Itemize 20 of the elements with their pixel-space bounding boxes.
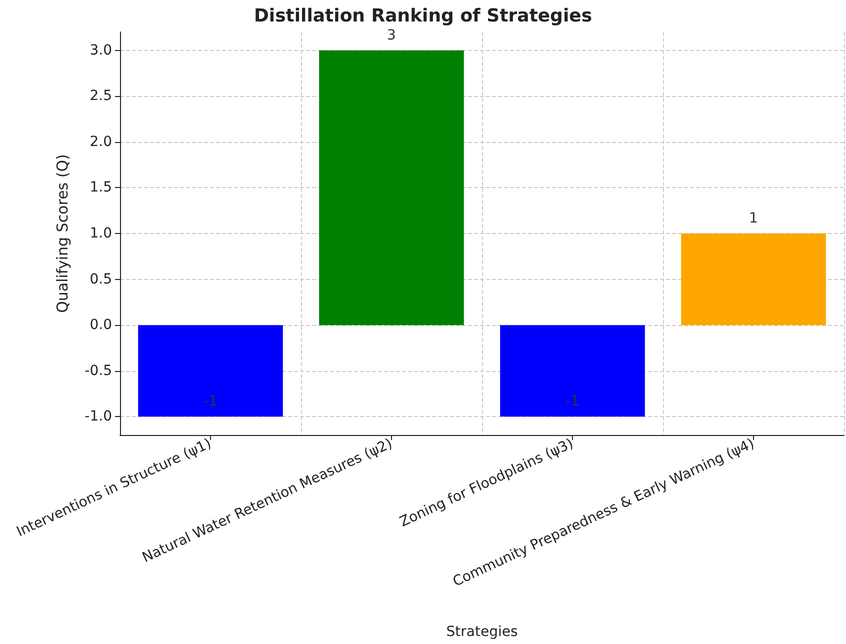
y-tick-label: 1.0	[90, 226, 112, 242]
y-tick-label: 0.0	[90, 317, 112, 334]
data-label: -1	[566, 394, 580, 410]
bar	[319, 50, 464, 326]
y-tick-label: 1.5	[90, 180, 112, 196]
bar	[138, 325, 283, 417]
y-axis-title: Qualifying Scores (Q)	[54, 154, 72, 313]
data-label: -1	[204, 394, 218, 410]
data-label: 3	[387, 27, 396, 44]
y-tick-label: 3.0	[90, 42, 112, 58]
y-tick-label: 2.5	[90, 88, 112, 104]
y-tick-label: -0.5	[84, 362, 112, 379]
bar	[500, 325, 645, 417]
y-tick-label: 0.5	[90, 271, 112, 288]
y-tick-label: 2.0	[90, 134, 112, 150]
y-tick-label: -1.0	[84, 408, 112, 425]
chart-title: Distillation Ranking of Strategies	[254, 6, 592, 26]
x-axis-title: Strategies	[446, 624, 518, 640]
bar	[681, 234, 826, 326]
data-label: 1	[749, 210, 758, 226]
